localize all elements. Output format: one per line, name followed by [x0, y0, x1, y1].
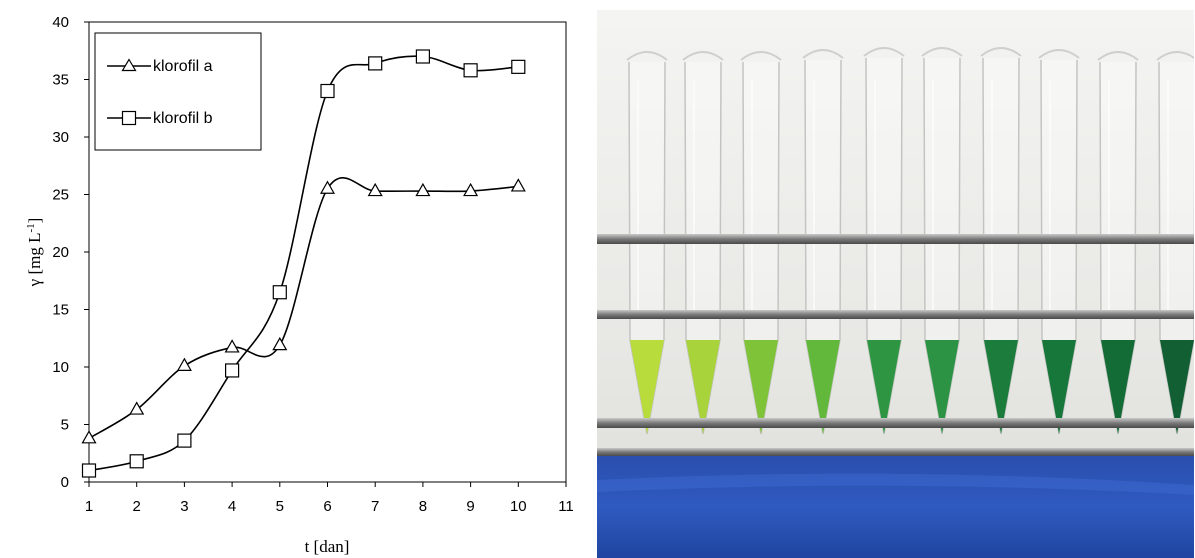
tube-cap [682, 51, 724, 61]
y-tick-label: 25 [52, 187, 69, 204]
legend-marker-klorofil-a [121, 58, 137, 72]
tube-cap [1156, 51, 1194, 61]
point-klorofil-a [129, 401, 145, 415]
tube-cap [1038, 49, 1080, 59]
legend-label-klorofil-b: klorofil b [153, 110, 213, 127]
tube-cap [1097, 51, 1139, 61]
chlorophyll-chart: 0 5 10 15 20 25 30 35 40 1 2 3 4 5 6 7 8 9 10 11 t [dan] γ… [25, 14, 574, 556]
tube-solution [925, 340, 959, 434]
point-klorofil-a [81, 430, 97, 444]
y-tick-label: 15 [52, 302, 69, 319]
series-layer [81, 49, 526, 478]
x-tick-label: 8 [419, 498, 427, 515]
x-axis-title: t [dan] [305, 537, 350, 556]
x-tick-label: 1 [85, 498, 93, 515]
point-klorofil-b [81, 463, 97, 478]
point-klorofil-b [511, 59, 526, 74]
point-klorofil-a [224, 339, 240, 353]
point-klorofil-b [177, 433, 192, 448]
point-klorofil-b [320, 83, 335, 99]
tube-solution [630, 340, 664, 434]
point-klorofil-b [225, 363, 240, 378]
chlorophyll-tubes-photo [597, 10, 1194, 558]
x-tick-label: 9 [466, 498, 474, 515]
y-tick-label: 20 [52, 244, 69, 261]
series-line-klorofil-b [88, 55, 519, 472]
legend-marker-klorofil-b [121, 110, 137, 126]
point-klorofil-b [272, 285, 287, 300]
y-tick-label: 10 [52, 359, 69, 376]
point-klorofil-a [272, 336, 288, 351]
legend-box [94, 32, 262, 151]
point-klorofil-b [129, 454, 144, 469]
blue-cloth [597, 456, 1194, 558]
legend-label-klorofil-a: klorofil a [153, 58, 213, 75]
point-klorofil-a [510, 178, 526, 192]
tube-solution [806, 340, 840, 434]
x-tick-label: 5 [276, 498, 284, 515]
tube-solution [744, 340, 778, 434]
tube-solution [984, 340, 1018, 434]
tube-cap [921, 47, 963, 57]
tube-solution [1160, 340, 1194, 434]
tube-cap [740, 51, 782, 61]
point-klorofil-a [463, 182, 479, 197]
y-tick-label: 0 [61, 474, 69, 491]
y-tick-label: 5 [61, 417, 69, 434]
tube-cap [626, 51, 668, 61]
y-tick-label: 40 [52, 14, 69, 31]
point-klorofil-a [415, 182, 431, 197]
tube-cap [802, 49, 844, 59]
point-klorofil-b [368, 56, 383, 71]
rack-upper-rail [597, 234, 1194, 244]
series-line-klorofil-a [88, 177, 519, 439]
tube-solution [1101, 340, 1135, 434]
x-tick-label: 6 [323, 498, 331, 515]
point-klorofil-a [367, 182, 383, 197]
tube-solution [1042, 340, 1076, 434]
tube-solution [867, 340, 901, 434]
y-tick-label: 30 [52, 129, 69, 146]
rack-lower-rail [597, 418, 1194, 428]
point-klorofil-a [319, 180, 336, 194]
tube-solution [686, 340, 720, 434]
x-tick-label: 2 [133, 498, 141, 515]
y-axis-ticks: 0 5 10 15 20 25 30 35 40 [52, 14, 89, 491]
x-tick-label: 7 [371, 498, 379, 515]
x-tick-label: 11 [558, 498, 574, 515]
y-tick-label: 35 [52, 72, 69, 89]
point-klorofil-a [176, 357, 192, 371]
x-axis-ticks: 1 2 3 4 5 6 7 8 9 10 11 [85, 482, 574, 515]
point-klorofil-b [415, 49, 430, 64]
legend: klorofil a klorofil b [94, 32, 262, 151]
tube-cap [980, 47, 1022, 57]
x-tick-label: 3 [180, 498, 188, 515]
x-tick-label: 10 [510, 498, 527, 515]
tubes [626, 47, 1194, 435]
x-tick-label: 4 [228, 498, 236, 515]
cloth-highlight [597, 473, 1194, 495]
point-klorofil-b [463, 63, 478, 78]
y-axis-title: γ [mg L-1] [25, 218, 44, 288]
rack-middle-rail [597, 310, 1194, 319]
tube-cap [863, 47, 905, 57]
rack-base-rail [597, 448, 1194, 456]
